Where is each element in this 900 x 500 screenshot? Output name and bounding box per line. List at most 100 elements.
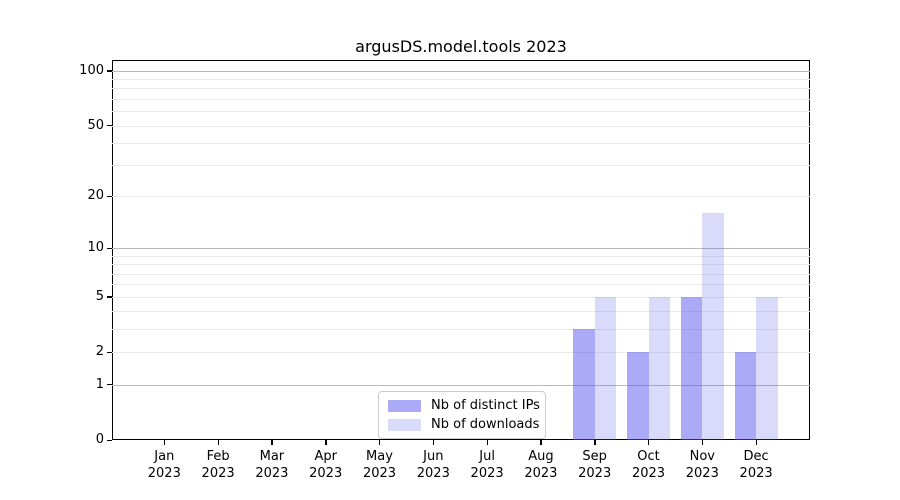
- bar-downloads: [756, 296, 778, 440]
- x-tick-year: 2023: [578, 466, 612, 481]
- legend-swatch-downloads: [388, 418, 421, 431]
- y-tick: [107, 384, 112, 386]
- x-tick-month: Sep: [582, 449, 607, 464]
- x-tick: [379, 440, 381, 445]
- x-tick-year: 2023: [416, 466, 450, 481]
- x-tick: [648, 440, 650, 445]
- x-tick: [540, 440, 542, 445]
- x-tick-year: 2023: [362, 466, 397, 481]
- x-tick: [432, 440, 435, 445]
- gridline-major: [112, 384, 810, 386]
- bar-downloads: [648, 296, 670, 440]
- bar-distinct-ips: [734, 352, 757, 440]
- bar-distinct-ips: [627, 352, 649, 440]
- legend-item-downloads: Nb of downloads: [388, 417, 540, 432]
- x-tick-label: Nov 2023: [686, 448, 719, 482]
- gridline-minor: [112, 284, 810, 286]
- x-tick-month: Nov: [689, 449, 715, 464]
- x-tick-month: Mar: [259, 449, 285, 464]
- bar-distinct-ips: [573, 329, 595, 440]
- y-tick: [107, 439, 112, 441]
- bar-distinct-ips: [680, 296, 703, 440]
- plot-area: [112, 60, 810, 440]
- y-tick-label: 2: [95, 344, 104, 360]
- y-tick: [107, 247, 112, 250]
- x-tick-label: Dec 2023: [740, 448, 773, 482]
- y-tick: [107, 351, 112, 353]
- x-tick-month: Aug: [528, 449, 554, 464]
- y-tick-label: 1: [95, 376, 104, 392]
- gridline-major: [112, 70, 810, 72]
- y-tick: [107, 70, 112, 72]
- x-tick-month: Apr: [314, 449, 337, 464]
- y-tick-label: 10: [87, 240, 104, 256]
- gridline-minor: [112, 142, 810, 144]
- y-tick: [107, 195, 112, 198]
- gridline-minor: [112, 125, 810, 127]
- y-tick-label: 0: [95, 432, 104, 447]
- y-tick: [107, 125, 112, 127]
- x-tick-label: Sep 2023: [578, 448, 611, 482]
- gridline-minor: [112, 196, 810, 198]
- x-tick-label: Mar 2023: [255, 448, 288, 482]
- x-tick-month: Jun: [423, 449, 444, 464]
- y-tick-label: 5: [95, 288, 104, 304]
- legend-swatch-distinct-ips: [388, 399, 421, 412]
- y-tick-label: 50: [87, 117, 104, 133]
- gridline-minor: [112, 264, 810, 266]
- y-tick-label: 100: [79, 62, 104, 78]
- x-tick-year: 2023: [201, 466, 235, 481]
- gridline-minor: [112, 329, 810, 331]
- gridline-minor: [112, 296, 810, 298]
- x-tick-label: Jun 2023: [417, 448, 450, 482]
- gridline-minor: [112, 99, 810, 100]
- legend-item-distinct-ips: Nb of distinct IPs: [388, 398, 540, 413]
- x-tick-label: Jul 2023: [471, 448, 504, 482]
- x-tick-month: Jan: [154, 449, 175, 464]
- legend-label-downloads: Nb of downloads: [431, 417, 540, 432]
- x-tick-year: 2023: [147, 466, 181, 481]
- x-tick-month: Jul: [479, 449, 495, 464]
- gridline-minor: [112, 88, 810, 90]
- bar-downloads: [702, 213, 724, 440]
- x-tick-label: May 2023: [363, 448, 396, 482]
- x-tick-label: Apr 2023: [309, 448, 342, 482]
- x-tick: [217, 440, 219, 445]
- chart-title: argusDS.model.tools 2023: [355, 37, 567, 56]
- x-tick-year: 2023: [739, 466, 773, 481]
- y-tick: [107, 296, 112, 298]
- x-tick-year: 2023: [524, 466, 558, 481]
- gridline-minor: [112, 352, 810, 354]
- x-tick-month: May: [366, 449, 393, 464]
- x-tick-label: Aug 2023: [524, 448, 557, 482]
- x-tick-month: Dec: [743, 449, 769, 464]
- x-tick: [594, 440, 596, 445]
- gridline-minor: [112, 255, 810, 257]
- x-tick: [271, 440, 273, 445]
- legend: Nb of distinct IPs Nb of downloads: [378, 391, 546, 439]
- x-tick-label: Oct 2023: [632, 448, 665, 482]
- x-tick-label: Jan 2023: [148, 448, 181, 482]
- x-tick-year: 2023: [470, 466, 504, 481]
- x-tick-year: 2023: [255, 466, 289, 481]
- gridline-minor: [112, 79, 810, 81]
- gridline-minor: [112, 111, 810, 113]
- gridline-minor: [112, 273, 810, 275]
- x-tick: [486, 440, 488, 445]
- gridline-minor: [112, 165, 810, 167]
- legend-label-distinct-ips: Nb of distinct IPs: [431, 398, 540, 413]
- x-tick: [755, 440, 757, 445]
- y-tick-label: 20: [87, 188, 104, 204]
- gridline-major: [112, 248, 810, 250]
- bar-downloads: [594, 296, 617, 440]
- gridline-minor: [112, 311, 810, 313]
- x-tick-year: 2023: [631, 466, 666, 481]
- x-tick-month: Feb: [206, 449, 230, 464]
- x-tick-label: Feb 2023: [202, 448, 235, 482]
- x-tick-year: 2023: [685, 466, 719, 481]
- x-tick: [325, 440, 327, 445]
- x-tick-month: Oct: [637, 449, 660, 464]
- x-tick: [701, 440, 704, 445]
- x-tick: [163, 440, 166, 445]
